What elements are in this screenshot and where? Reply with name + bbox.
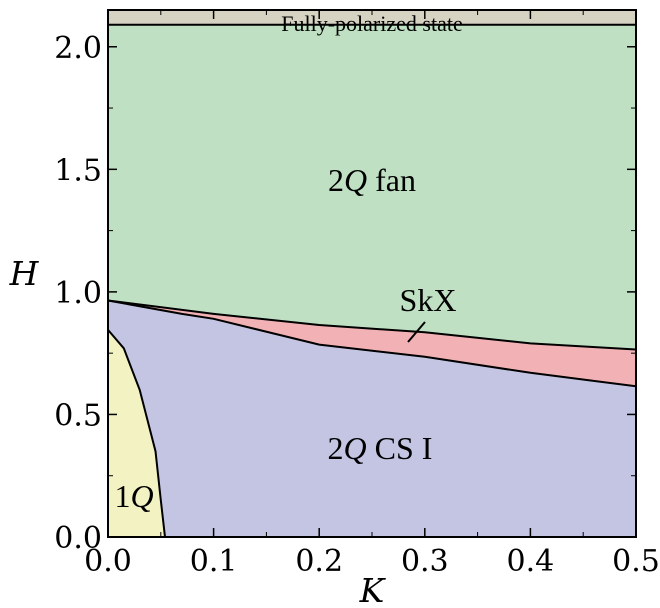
fan-boundary-line — [107, 299, 637, 351]
x-tick-label: 0.3 — [401, 544, 449, 579]
cs1-region — [108, 300, 636, 537]
phase-boundaries — [107, 23, 637, 538]
axis-tick-labels: 0.0 0.1 0.2 0.3 0.4 0.5 0.0 0.5 1.0 1.5 2.0 — [54, 31, 660, 579]
axis-ticks — [107, 10, 637, 538]
x-tick-label: 0.1 — [190, 544, 238, 579]
skx-region — [108, 300, 636, 387]
cs1-boundary-line — [107, 299, 637, 388]
cs1-region-label: 2Q CS I — [328, 430, 433, 466]
x-tick-label: 0.4 — [507, 544, 555, 579]
x-tick-label: 0.2 — [295, 544, 343, 579]
y-tick-label: 0.0 — [54, 521, 102, 556]
x-axis-label: K — [359, 571, 387, 608]
skx-pointer-line — [407, 321, 426, 343]
x-tick-label: 0.5 — [612, 544, 660, 579]
fan-region-label: 2Q fan — [328, 162, 416, 198]
fan-region — [108, 24, 636, 350]
x-tick-label: 0.0 — [84, 544, 132, 579]
y-tick-label: 2.0 — [54, 31, 102, 66]
y-tick-label: 0.5 — [54, 398, 102, 433]
fully-polarized-region — [108, 10, 636, 25]
skx-region-label: SkX — [400, 282, 457, 318]
y-tick-label: 1.0 — [54, 276, 102, 311]
fully-polarized-label: Fully-polarized state — [281, 11, 462, 36]
oneq-region-label: 1Q — [114, 478, 153, 514]
oneq-region — [108, 329, 165, 537]
y-tick-label: 1.5 — [54, 153, 102, 188]
phase-regions — [108, 10, 636, 537]
oneq-boundary-line — [107, 329, 166, 538]
y-axis-label: H — [9, 254, 40, 293]
